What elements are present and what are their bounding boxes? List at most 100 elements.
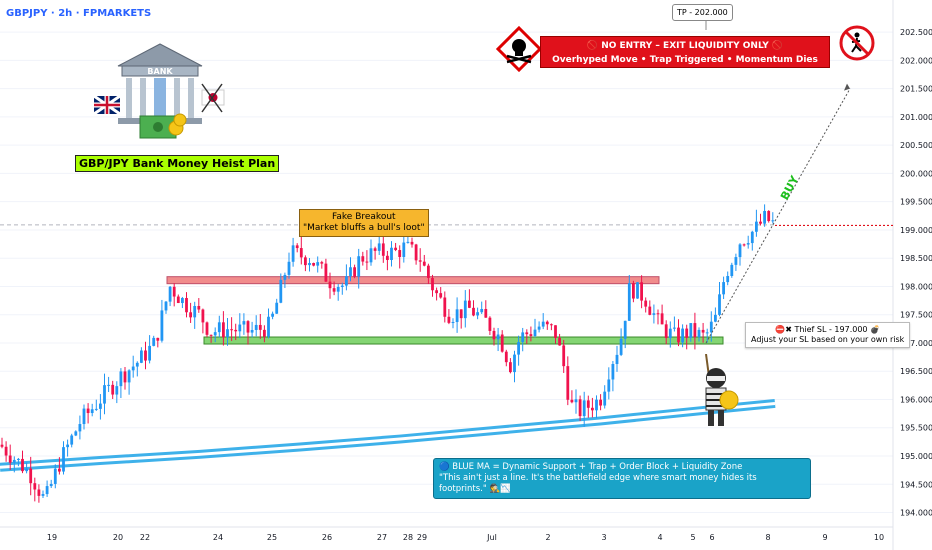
candle-body [119,371,123,387]
candle-body [673,327,676,329]
candle-body [111,384,115,395]
buy-projection-arrowhead [844,83,850,91]
candle-body [714,314,717,322]
candle-body [681,328,684,343]
candle-body [324,263,328,282]
candle-body [86,408,90,414]
candle-body [308,262,311,266]
candle-body [377,243,381,251]
candle-body [304,257,307,266]
candle-body [12,459,16,463]
candle-body [734,257,738,265]
x-tick-label: 26 [322,533,332,542]
support-zone [203,336,724,345]
candle-body [25,468,28,472]
candle-body [562,345,566,367]
sl-note: Adjust your SL based on your own risk [751,335,905,344]
ma-title: 🔵 BLUE MA = Dynamic Support + Trap + Ord… [439,462,743,472]
candle-body [66,444,69,448]
candle-body [58,468,61,472]
candle-body [37,489,41,496]
no-running-icon [839,25,875,61]
symbol-title: GBPJPY · 2h · FPMARKETS [6,8,152,19]
y-tick-label: 199.000 [900,226,932,235]
candle-body [45,486,49,495]
candle-body [21,458,24,472]
candle-body [410,241,414,245]
candle-body [152,337,156,346]
candle-body [554,325,557,338]
buy-projection-line [705,88,851,344]
candle-body [722,282,725,295]
bank-illustration: BANK [93,43,225,139]
candle-body [320,262,324,264]
candle-body [435,290,438,294]
bank-door [154,78,166,118]
candle-body [513,354,516,373]
candle-body [623,320,627,339]
candle-body [144,350,147,361]
candle-body [275,302,279,314]
candle-body [328,281,332,289]
candle-body [156,337,160,341]
candle-body [447,316,451,323]
bank-pillar [174,78,180,118]
fake-breakout-title: Fake Breakout [332,212,396,222]
y-tick-label: 197.000 [900,339,932,348]
candle-body [213,332,217,336]
candle-body [336,286,340,292]
candle-body [349,267,352,277]
candle-body [78,424,82,432]
candle-body [0,444,4,447]
y-tick-label: 197.500 [900,311,932,320]
candle-body [160,310,164,341]
candle-body [418,260,422,262]
candle-body [595,399,598,411]
plan-title: GBP/JPY Bank Money Heist Plan [75,155,280,172]
candle-body [340,285,344,287]
candle-body [709,321,713,333]
candle-body [140,350,143,363]
candle-body [476,312,479,316]
take-profit-label: TP - 202.000 [672,4,733,21]
candle-body [443,297,447,317]
candle-body [406,241,410,243]
candle-body [660,313,664,325]
x-tick-label: 28 [403,533,413,542]
thief-leg [708,410,714,426]
candle-body [767,210,771,222]
y-tick-label: 202.000 [900,56,932,65]
candle-body [570,399,574,403]
candle-body [742,244,746,246]
skull-warning-icon [496,26,542,72]
candle-body [90,409,94,414]
candle-body [550,324,553,326]
candle-body [332,288,336,292]
candle-body [636,282,639,299]
x-tick-label: 2 [545,533,550,542]
x-tick-label: 19 [47,533,57,542]
bank-sign: BANK [147,67,173,76]
y-tick-label: 194.500 [900,480,932,489]
candle-body [185,298,188,313]
candle-body [504,351,508,363]
uk-flag-cross [94,96,120,114]
coin-icon [173,113,187,127]
y-tick-label: 195.500 [900,424,932,433]
candle-body [99,403,102,409]
swords-icon [201,83,223,113]
candle-body [353,267,356,277]
y-tick-label: 198.500 [900,254,932,263]
candle-body [103,385,106,404]
candle-body [197,305,201,310]
x-tick-label: 10 [874,533,884,542]
candle-body [496,334,500,340]
candle-body [283,274,287,280]
x-tick-label: 9 [822,533,827,542]
candle-body [455,309,459,323]
dollar-icon [153,122,163,132]
candle-body [267,316,270,337]
candle-body [135,362,139,367]
y-tick-label: 198.000 [900,282,932,291]
